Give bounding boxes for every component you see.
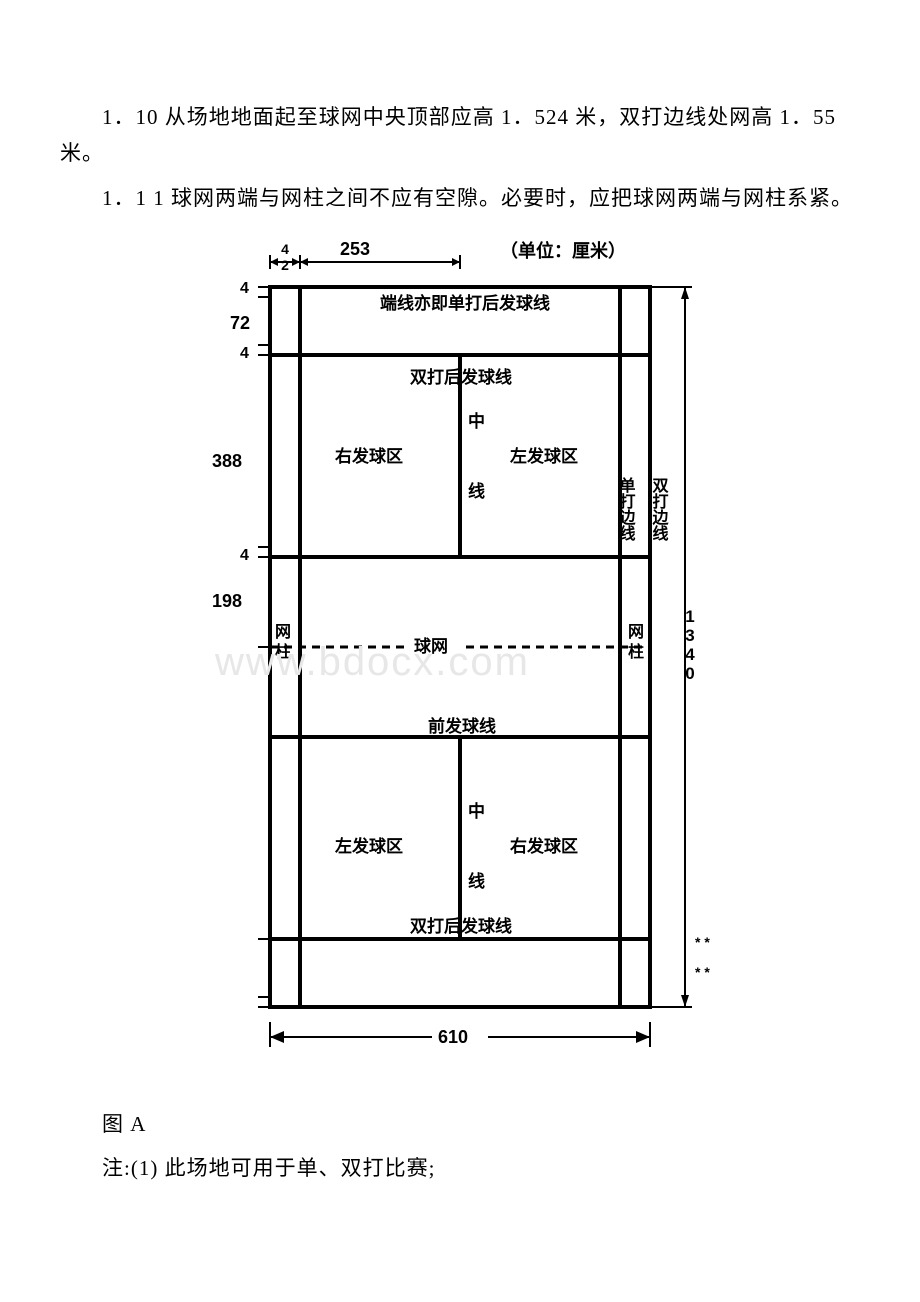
dim-198: 198 <box>212 591 242 611</box>
paragraph-2: 1．1 1 球网两端与网柱之间不应有空隙。必要时，应把球网两端与网柱系紧。 <box>60 181 860 217</box>
label-center-bot1: 中 <box>468 801 485 821</box>
label-right-serve-bot: 右发球区 <box>510 836 578 856</box>
label-center-top1: 中 <box>468 411 485 431</box>
label-netpost-l1: 网 <box>275 623 291 641</box>
dim-4b: 4 <box>240 345 249 362</box>
label-netpost-r2: 柱 <box>628 642 644 661</box>
label-endline: 端线亦即单打后发球线 <box>380 293 550 313</box>
label-netpost-l2: 柱 <box>275 642 291 661</box>
label-center-bot2: 线 <box>468 871 485 891</box>
label-front-serve: 前发球线 <box>428 716 496 736</box>
label-center-top2: 线 <box>468 481 485 501</box>
dim-72: 72 <box>230 313 250 333</box>
bottom-dimension: 610 <box>270 1022 650 1047</box>
label-net: 球网 <box>414 637 448 656</box>
figure-caption: 图 A <box>60 1107 860 1143</box>
stars-1: * * <box>695 934 710 950</box>
left-dimensions: 4 72 4 388 4 198 <box>212 280 270 1007</box>
court-svg: 42 253 （单位：厘米） 4 72 4 <box>180 237 740 1087</box>
paragraph-1: 1．10 从场地地面起至球网中央顶部应高 1．524 米，双打边线处网高 1．5… <box>60 100 860 171</box>
top-dimension: 42 253 （单位：厘米） <box>270 239 626 273</box>
dim-610: 610 <box>438 1027 468 1047</box>
dim-4a: 4 <box>240 280 249 297</box>
dim-388: 388 <box>212 451 242 471</box>
dim-4c: 4 <box>240 547 249 564</box>
label-doubles-back-bot: 双打后发球线 <box>410 916 512 936</box>
label-left-serve-bot: 左发球区 <box>335 836 403 856</box>
court-diagram: 42 253 （单位：厘米） 4 72 4 <box>60 237 860 1087</box>
label-netpost-r1: 网 <box>628 623 644 641</box>
unit-label: （单位：厘米） <box>500 240 626 261</box>
right-dimension: 1340 * * * * <box>650 287 710 1007</box>
dim-42: 42 <box>277 241 293 273</box>
stars-2: * * <box>695 964 710 980</box>
label-singles-side: 单打边线 <box>617 476 637 542</box>
label-left-serve-top: 左发球区 <box>510 446 578 466</box>
label-right-serve-top: 右发球区 <box>335 446 403 466</box>
figure-note: 注:(1) 此场地可用于单、双打比赛; <box>60 1151 860 1187</box>
label-doubles-side: 双打边线 <box>650 477 670 542</box>
dim-1340: 1340 <box>681 607 700 683</box>
dim-253: 253 <box>340 239 370 259</box>
label-doubles-back-top: 双打后发球线 <box>410 367 512 387</box>
